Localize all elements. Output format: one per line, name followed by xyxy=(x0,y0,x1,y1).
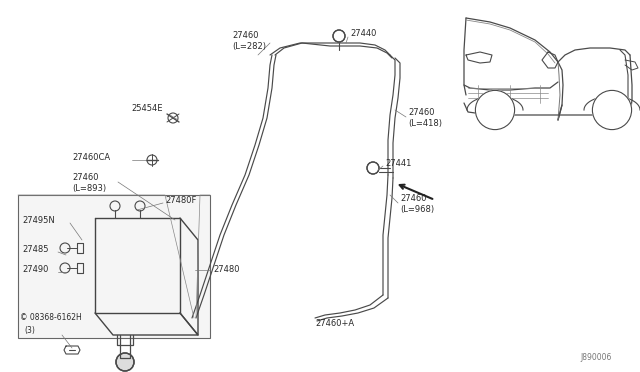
Circle shape xyxy=(116,353,134,371)
Text: 27485: 27485 xyxy=(22,246,49,254)
Text: (L=893): (L=893) xyxy=(72,183,106,192)
Text: (3): (3) xyxy=(24,326,35,334)
Text: (L=418): (L=418) xyxy=(408,119,442,128)
Text: 27490: 27490 xyxy=(22,266,49,275)
Circle shape xyxy=(333,30,345,42)
Text: © 08368-6162H: © 08368-6162H xyxy=(20,314,82,323)
Circle shape xyxy=(367,162,379,174)
Text: 27460: 27460 xyxy=(400,193,426,202)
Circle shape xyxy=(593,90,632,129)
Circle shape xyxy=(476,90,515,129)
Text: J890006: J890006 xyxy=(580,353,611,362)
Text: 27440: 27440 xyxy=(350,29,376,38)
Text: 27495N: 27495N xyxy=(22,215,55,224)
Text: (L=282): (L=282) xyxy=(232,42,266,51)
Text: 27460: 27460 xyxy=(72,173,99,182)
Text: 27460+A: 27460+A xyxy=(315,318,354,327)
Bar xyxy=(18,195,210,338)
Text: 27460CA: 27460CA xyxy=(72,153,110,161)
Text: 27480: 27480 xyxy=(213,266,239,275)
Text: (L=968): (L=968) xyxy=(400,205,434,214)
Text: 27480F: 27480F xyxy=(165,196,196,205)
Text: 27460: 27460 xyxy=(408,108,435,116)
Text: 25454E: 25454E xyxy=(131,103,163,112)
Text: 27441: 27441 xyxy=(385,158,412,167)
Text: 27460: 27460 xyxy=(232,31,259,39)
